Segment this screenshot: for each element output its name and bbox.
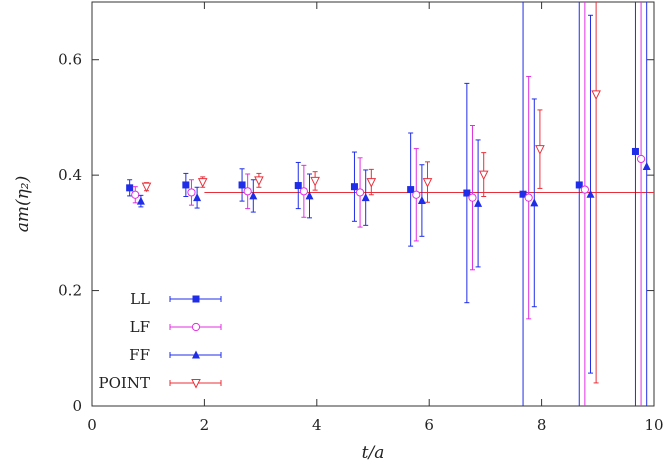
- series-group: [126, 2, 651, 406]
- legend-marker: [192, 295, 200, 303]
- data-point: [126, 184, 134, 192]
- data-point: [524, 193, 533, 202]
- data-point: [412, 190, 421, 199]
- data-point: [254, 176, 264, 186]
- y-tick-label: 0: [72, 397, 82, 415]
- y-axis-label: am(η₂): [13, 176, 33, 233]
- legend-label: POINT: [99, 374, 150, 392]
- x-tick-label: 10: [644, 416, 663, 434]
- legend: LL LF FF POINT: [99, 290, 222, 392]
- series-lf: [131, 2, 646, 406]
- data-point: [299, 187, 308, 196]
- data-point: [366, 178, 377, 188]
- data-point: [407, 186, 415, 194]
- data-point: [591, 90, 601, 100]
- series-point: [141, 2, 601, 384]
- data-point: [131, 190, 140, 199]
- data-point: [243, 187, 252, 196]
- data-point: [468, 193, 477, 202]
- data-point: [417, 196, 426, 205]
- data-point: [193, 193, 202, 202]
- y-tick-label: 0.4: [58, 166, 82, 184]
- x-axis-label: t/a: [362, 443, 385, 463]
- data-point: [586, 189, 595, 198]
- axis-ticks: 0 2 4 6 8 10 0 0.2 0.4 0.6: [58, 2, 664, 434]
- legend-marker: [192, 350, 200, 359]
- data-point: [422, 178, 433, 188]
- x-tick-label: 4: [312, 416, 322, 434]
- data-point: [136, 196, 145, 205]
- data-point: [631, 147, 639, 155]
- data-point: [530, 198, 539, 207]
- data-point: [197, 178, 208, 188]
- series-ll: [126, 2, 639, 406]
- data-point: [474, 198, 483, 207]
- data-point: [580, 185, 589, 194]
- data-point: [636, 154, 646, 164]
- legend-label: LL: [130, 290, 150, 308]
- y-tick-label: 0.2: [58, 282, 82, 300]
- data-point: [305, 191, 314, 200]
- legend-marker: [191, 379, 201, 389]
- x-tick-label: 8: [537, 416, 547, 434]
- data-point: [575, 181, 583, 189]
- x-tick-label: 2: [200, 416, 210, 434]
- y-tick-label: 0.6: [58, 51, 82, 69]
- series-ff: [136, 2, 651, 406]
- data-point: [294, 182, 302, 190]
- legend-label: FF: [129, 346, 150, 364]
- x-tick-label: 6: [424, 416, 434, 434]
- data-point: [355, 188, 365, 197]
- data-point: [535, 145, 545, 155]
- data-point: [187, 188, 196, 197]
- x-tick-label: 0: [87, 416, 97, 434]
- data-point: [310, 176, 320, 187]
- data-point: [361, 193, 370, 202]
- data-point: [350, 183, 358, 191]
- legend-label: LF: [130, 318, 150, 336]
- data-point: [463, 189, 471, 197]
- data-point: [141, 182, 152, 193]
- legend-marker: [191, 322, 201, 332]
- data-point: [238, 181, 246, 189]
- data-point: [642, 161, 651, 170]
- data-point: [519, 190, 527, 198]
- data-point: [249, 191, 258, 200]
- plot-frame: [91, 1, 655, 407]
- data-point: [478, 170, 489, 181]
- data-point: [182, 181, 190, 189]
